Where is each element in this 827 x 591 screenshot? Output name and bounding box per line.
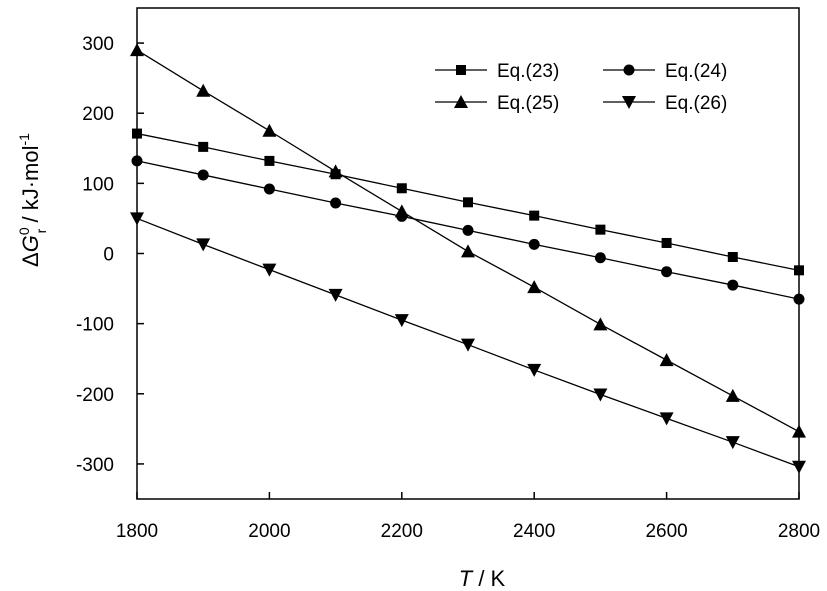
series-4-point xyxy=(593,388,608,402)
legend-label: Eq.(23) xyxy=(497,61,559,82)
y-tick-label: 300 xyxy=(82,34,114,55)
series-1-point xyxy=(529,210,540,221)
x-axis-title: T / K xyxy=(459,566,506,591)
series-1-point xyxy=(396,183,407,194)
series-4-point xyxy=(725,436,740,450)
series-3-point xyxy=(196,83,211,97)
legend-label: Eq.(26) xyxy=(665,93,727,114)
legend-marker xyxy=(623,64,635,76)
legend-marker xyxy=(454,95,468,108)
x-tick-label: 2200 xyxy=(381,521,423,542)
series-4-point xyxy=(461,338,475,352)
x-tick-label: 2600 xyxy=(645,521,687,542)
series-2-point xyxy=(594,252,606,264)
y-tick-label: 0 xyxy=(103,245,114,266)
series-3-point xyxy=(725,388,740,402)
x-tick-label: 2000 xyxy=(248,521,290,542)
series-3-point xyxy=(394,204,409,218)
legend-marker xyxy=(622,96,636,109)
series-1-point xyxy=(198,141,209,152)
series-3-point xyxy=(527,280,542,294)
series-3-point xyxy=(328,164,343,178)
series-4-point xyxy=(394,314,409,328)
series-4-point xyxy=(262,263,277,277)
plot-area xyxy=(130,43,806,474)
series-2-point xyxy=(727,279,739,291)
series-2-point xyxy=(661,266,673,278)
y-tick-label: -300 xyxy=(76,455,114,476)
legend: Eq.(23) Eq.(24) Eq.(25) Eq.(26) xyxy=(435,61,727,114)
series-1-point xyxy=(595,224,606,235)
legend-label: Eq.(25) xyxy=(497,93,559,114)
legend-marker xyxy=(456,65,466,75)
series-4-point xyxy=(196,238,211,252)
y-tick-label: 200 xyxy=(82,104,114,125)
series-1-point xyxy=(264,155,275,166)
x-tick-label: 2800 xyxy=(778,521,820,542)
x-tick-label: 2400 xyxy=(513,521,555,542)
x-tick-label: 1800 xyxy=(116,521,158,542)
axes: 1800 2000 2200 2400 2600 2800 -300 -200 -100 0 100… xyxy=(76,7,820,542)
legend-label: Eq.(24) xyxy=(665,61,727,82)
series-4-point xyxy=(527,363,542,377)
series-4-point xyxy=(328,288,343,302)
y-tick-label: 100 xyxy=(82,174,114,195)
series-2-point xyxy=(528,238,540,250)
y-axis-title: ΔG0r / kJ·mol-1 xyxy=(16,133,49,267)
series-2-point xyxy=(197,169,209,181)
series-1-point xyxy=(661,237,672,248)
y-tick-label: -200 xyxy=(76,385,114,406)
series-2-point xyxy=(330,197,342,209)
series-4-point xyxy=(659,412,674,426)
series-1-point xyxy=(463,197,473,208)
y-tick-label: -100 xyxy=(76,315,114,336)
series-3-point xyxy=(659,353,674,367)
series-3-point xyxy=(262,123,277,137)
series-2-point xyxy=(263,183,275,195)
series-1-point xyxy=(727,252,738,263)
series-3-point xyxy=(593,317,608,331)
series-3-point xyxy=(461,244,475,258)
series-2-point xyxy=(462,224,474,236)
